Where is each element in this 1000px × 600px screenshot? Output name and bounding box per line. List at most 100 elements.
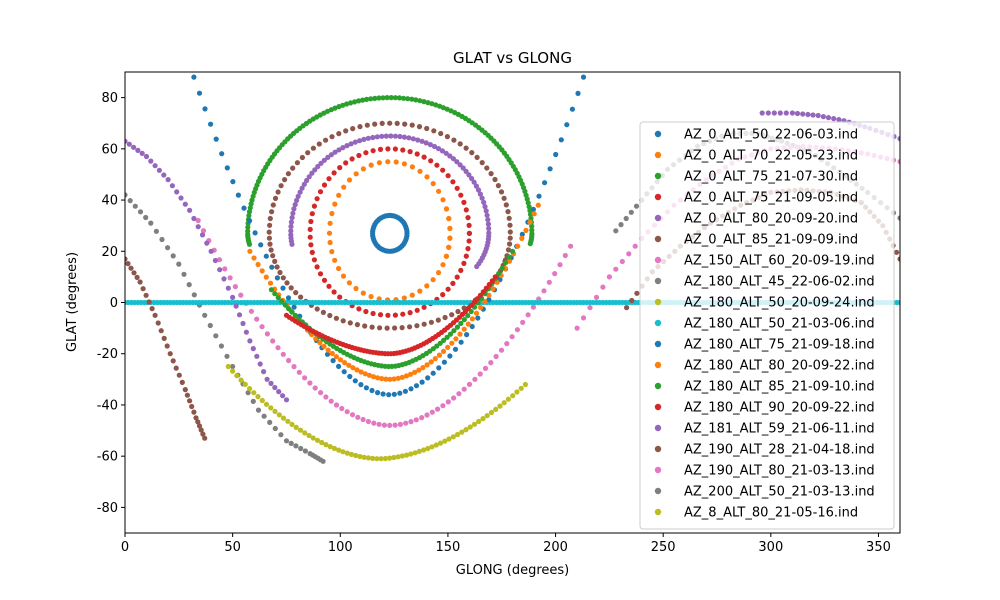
series-3: [307, 146, 472, 318]
series-0: [370, 212, 410, 254]
data-point: [329, 210, 335, 217]
data-point: [366, 372, 372, 378]
data-point: [294, 197, 300, 203]
data-point: [159, 236, 165, 243]
data-point: [484, 413, 490, 419]
data-point: [447, 153, 453, 159]
data-point: [428, 359, 434, 365]
data-point: [394, 120, 400, 126]
data-point: [230, 294, 236, 300]
data-point: [441, 359, 447, 365]
data-point: [200, 431, 206, 437]
data-point: [557, 262, 563, 268]
data-point: [442, 314, 448, 321]
data-point: [497, 403, 503, 409]
data-point: [352, 139, 358, 145]
data-point: [336, 131, 342, 137]
data-point: [417, 98, 423, 104]
data-point: [365, 455, 371, 461]
data-point: [284, 280, 290, 286]
data-point: [360, 290, 366, 296]
data-point: [445, 286, 451, 292]
data-point: [134, 274, 140, 280]
data-point: [424, 283, 430, 289]
data-point: [349, 412, 356, 418]
data-point: [258, 242, 264, 248]
data-point: [440, 403, 446, 409]
data-point: [562, 252, 568, 259]
data-point: [385, 312, 391, 318]
data-point: [326, 176, 332, 182]
data-point: [505, 396, 511, 402]
data-point: [479, 160, 485, 166]
data-point: [321, 343, 327, 349]
data-point: [800, 111, 806, 117]
data-point: [452, 346, 459, 352]
data-point: [254, 353, 260, 359]
data-point: [280, 415, 287, 421]
data-point: [413, 97, 419, 103]
data-point: [330, 358, 336, 364]
legend-box: [639, 121, 895, 530]
data-point: [174, 189, 180, 195]
data-point: [391, 454, 397, 461]
data-point: [276, 412, 282, 418]
data-point: [408, 386, 414, 392]
data-point: [384, 325, 390, 331]
data-point: [377, 146, 384, 152]
data-point: [225, 285, 231, 291]
data-point: [619, 258, 625, 265]
data-point: [292, 202, 298, 208]
data-point: [329, 350, 335, 357]
data-point: [488, 171, 494, 177]
data-point: [385, 146, 391, 152]
data-point: [259, 324, 265, 330]
data-point: [274, 275, 280, 281]
data-point: [246, 241, 253, 247]
data-point: [410, 136, 416, 142]
data-point: [457, 141, 463, 147]
y-tick-label: -20: [97, 347, 118, 362]
data-point: [272, 425, 278, 432]
data-point: [484, 165, 490, 171]
data-point: [416, 448, 422, 454]
series-8: [225, 363, 529, 462]
data-point: [433, 102, 439, 108]
data-point: [325, 154, 331, 160]
data-point: [440, 197, 446, 203]
data-point: [457, 162, 463, 168]
data-point: [413, 383, 420, 389]
data-point: [125, 138, 128, 144]
data-point: [259, 268, 265, 274]
data-point: [246, 213, 252, 219]
data-point: [375, 390, 381, 396]
data-point: [400, 147, 406, 153]
data-point: [288, 223, 294, 230]
data-point: [250, 398, 256, 404]
data-point: [317, 271, 324, 277]
data-point: [309, 170, 315, 176]
data-point: [264, 376, 270, 382]
data-point: [443, 206, 450, 212]
data-point: [327, 444, 333, 450]
data-point: [407, 310, 413, 316]
data-point: [387, 455, 393, 461]
data-point: [288, 228, 294, 234]
data-point: [376, 421, 382, 427]
data-point: [340, 318, 346, 324]
data-point: [443, 150, 449, 156]
data-point: [158, 328, 164, 334]
data-point: [461, 326, 467, 332]
data-point: [529, 227, 535, 233]
data-point: [486, 292, 492, 298]
legend-marker: [654, 487, 662, 495]
data-point: [337, 165, 343, 171]
data-point: [535, 202, 541, 208]
series-2: [245, 95, 535, 247]
data-point: [306, 174, 312, 180]
data-point: [424, 125, 430, 132]
data-point: [624, 305, 630, 311]
data-point: [425, 445, 431, 452]
data-point: [368, 96, 374, 102]
data-point: [283, 438, 290, 444]
